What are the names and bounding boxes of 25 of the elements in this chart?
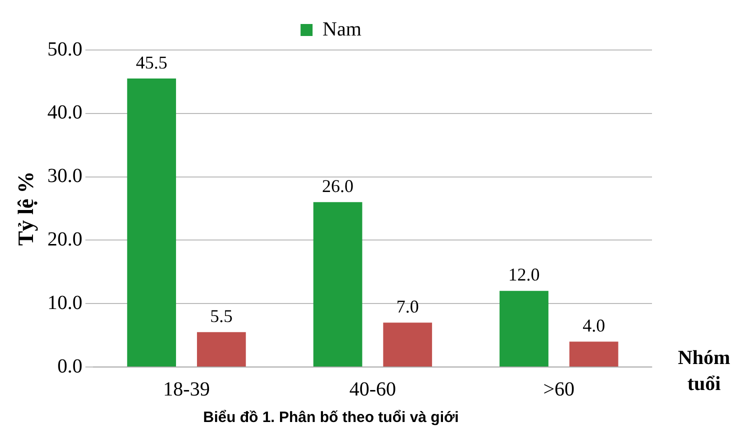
x-tick-label: 40-60 [349, 378, 396, 400]
bar [569, 342, 618, 366]
y-tick-label: 30.0 [47, 165, 82, 188]
data-label: 4.0 [582, 315, 606, 336]
data-label: 5.5 [210, 306, 233, 326]
text: Biểu đồ 1. Phân bố theo tuổi và giới [203, 409, 459, 426]
bar [383, 322, 432, 366]
y-axis-title: Tỷ lệ % [12, 171, 38, 246]
y-tick-label: 20.0 [47, 228, 82, 250]
bar [500, 290, 548, 366]
legend-label: Nam [322, 18, 362, 40]
y-tick-label: 50.0 [47, 38, 82, 60]
data-label: 12.0 [508, 264, 540, 285]
bar [127, 78, 176, 366]
y-tick-label: 0.0 [57, 355, 82, 378]
x-tick-label: >60 [543, 378, 575, 400]
bar [313, 202, 362, 366]
bar [196, 332, 246, 366]
x-tick-label: 18-39 [163, 378, 210, 400]
data-label: 26.0 [322, 176, 354, 196]
data-label: 45.5 [136, 52, 168, 72]
data-label: 7.0 [396, 296, 419, 316]
y-tick-label: 10.0 [47, 292, 82, 314]
y-tick-label: 40.0 [47, 102, 82, 124]
x-axis-title: Nhóm tuổi [676, 346, 732, 397]
